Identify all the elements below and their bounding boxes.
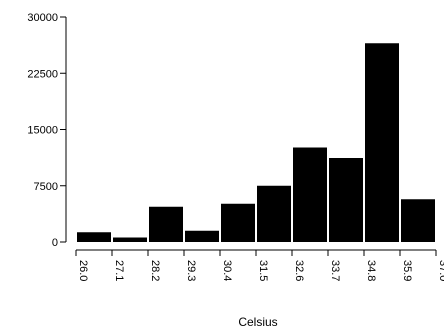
x-ticks-layer: 26.0 27.1 28.2 29.3 30.4 31.5 32.6 33.7 34.8 35.9… (75, 250, 444, 281)
y-tick-label: 22500 (27, 68, 58, 80)
x-tick-label: 29.3 (185, 260, 197, 281)
x-tick-label: 31.5 (257, 260, 269, 281)
histogram-bar (329, 158, 363, 242)
y-tick-label: 7500 (34, 181, 58, 193)
histogram-bar (221, 203, 255, 242)
x-tick-label: 28.2 (149, 260, 161, 281)
x-tick-label: 33.7 (329, 260, 341, 281)
y-tick-label: 0 (52, 237, 58, 249)
x-tick-label: 27.1 (113, 260, 125, 281)
bars-layer (77, 43, 435, 242)
x-tick-label: 30.4 (221, 260, 233, 281)
x-tick-label: 32.6 (293, 260, 305, 281)
histogram-bar (365, 43, 399, 242)
x-tick-label: 35.9 (401, 260, 413, 281)
histogram-bar (185, 230, 219, 242)
histogram-bar (149, 206, 183, 242)
x-tick-label: 34.8 (365, 260, 377, 281)
x-tick-label: 37.0 (437, 260, 444, 281)
histogram-bar (257, 185, 291, 242)
histogram-bar (293, 147, 327, 242)
histogram-bar (77, 232, 111, 242)
y-tick-label: 30000 (27, 12, 58, 24)
x-axis-label: Celsius (238, 315, 277, 329)
y-ticks-layer: 0 7500 15000 22500 30000 (27, 12, 66, 249)
histogram-bar (401, 199, 435, 242)
x-tick-label: 26.0 (77, 260, 89, 281)
histogram-bar (113, 237, 147, 242)
y-tick-label: 15000 (27, 125, 58, 137)
